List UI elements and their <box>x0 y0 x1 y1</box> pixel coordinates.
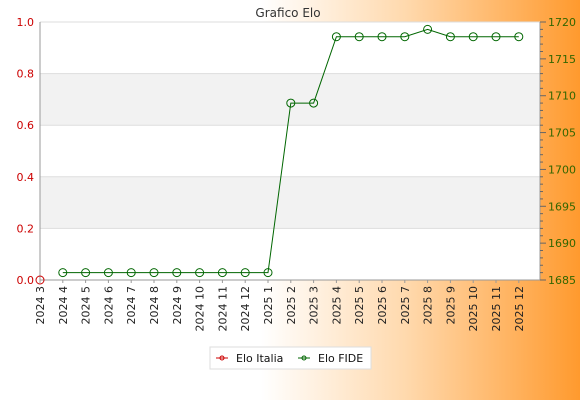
data-point <box>377 32 387 42</box>
legend-label: Elo FIDE <box>318 352 363 365</box>
left-tick-label: 0.8 <box>17 68 35 81</box>
x-tick-label: 2025 7 <box>399 286 412 325</box>
x-tick-label: 2025 12 <box>513 286 526 332</box>
series-line <box>62 28 519 274</box>
legend: Elo Italia Elo FIDE <box>209 346 372 370</box>
x-tick-label: 2025 8 <box>422 286 435 325</box>
data-point <box>263 268 273 278</box>
right-tick-label: 1700 <box>548 163 576 176</box>
right-tick-label: 1705 <box>548 127 576 140</box>
x-tick-label: 2024 11 <box>216 286 229 332</box>
series-layer <box>35 24 524 285</box>
x-tick-label: 2024 3 <box>34 286 47 325</box>
right-tick-label: 1710 <box>548 90 576 103</box>
data-point <box>81 268 91 278</box>
x-tick-label: 2024 9 <box>171 286 184 325</box>
data-point <box>331 32 341 42</box>
right-tick-label: 1695 <box>548 200 576 213</box>
x-tick-label: 2024 8 <box>148 286 161 325</box>
plot-area <box>40 22 540 280</box>
data-point <box>309 98 319 108</box>
x-tick-label: 2024 4 <box>57 286 70 325</box>
left-tick-label: 0.2 <box>17 222 35 235</box>
grid-band <box>40 176 540 229</box>
data-point <box>514 32 524 42</box>
data-point <box>468 32 478 42</box>
x-tick-label: 2025 11 <box>490 286 503 332</box>
data-point <box>354 32 364 42</box>
right-tick-label: 1685 <box>548 274 576 287</box>
x-tick-label: 2025 1 <box>262 286 275 325</box>
right-tick-label: 1690 <box>548 237 576 250</box>
x-tick-label: 2024 5 <box>80 286 93 325</box>
x-tick-label: 2025 6 <box>376 286 389 325</box>
x-tick-label: 2025 3 <box>308 286 321 325</box>
data-point <box>126 268 136 278</box>
right-tick-label: 1720 <box>548 16 576 29</box>
chart-title: Grafico Elo <box>255 6 320 20</box>
data-point <box>149 268 159 278</box>
x-tick-label: 2024 10 <box>194 286 207 332</box>
data-point <box>172 268 182 278</box>
data-point <box>35 275 45 285</box>
left-tick-label: 0.6 <box>17 119 35 132</box>
x-tick-label: 2024 7 <box>125 286 138 325</box>
x-tick-label: 2024 12 <box>239 286 252 332</box>
data-point <box>445 32 455 42</box>
left-tick-label: 1.0 <box>17 16 35 29</box>
axes <box>39 22 541 281</box>
x-tick-label: 2025 2 <box>285 286 298 325</box>
left-tick-label: 0.0 <box>17 274 35 287</box>
x-tick-label: 2025 5 <box>353 286 366 325</box>
data-point <box>240 268 250 278</box>
x-tick-label: 2025 4 <box>330 286 343 325</box>
plot-background <box>40 22 540 280</box>
x-tick-label: 2024 6 <box>102 286 115 325</box>
right-tick-label: 1715 <box>548 53 576 66</box>
data-point <box>103 268 113 278</box>
left-tick-label: 0.4 <box>17 171 35 184</box>
series-elo-fide <box>58 24 524 278</box>
data-point <box>286 98 296 108</box>
right-axis-ticks: 1685 1690 1695 1700 1705 1710 1715 1720 <box>540 16 576 287</box>
data-point <box>423 24 433 34</box>
data-point <box>491 32 501 42</box>
series-elo-italia <box>35 275 45 285</box>
left-axis-ticks: 0.0 0.2 0.4 0.6 0.8 1.0 <box>17 16 35 287</box>
data-point <box>195 268 205 278</box>
legend-swatch-marker <box>219 355 225 361</box>
data-point <box>400 32 410 42</box>
legend-label: Elo Italia <box>236 352 283 365</box>
legend-box <box>209 346 372 370</box>
x-tick-label: 2025 9 <box>444 286 457 325</box>
x-axis-ticks: 2024 3 2024 4 2024 5 2024 6 2024 7 2024 8 2024… <box>34 280 526 332</box>
x-tick-label: 2025 10 <box>467 286 480 332</box>
legend-swatch-marker <box>301 355 307 361</box>
data-point <box>217 268 227 278</box>
data-point <box>58 268 68 278</box>
